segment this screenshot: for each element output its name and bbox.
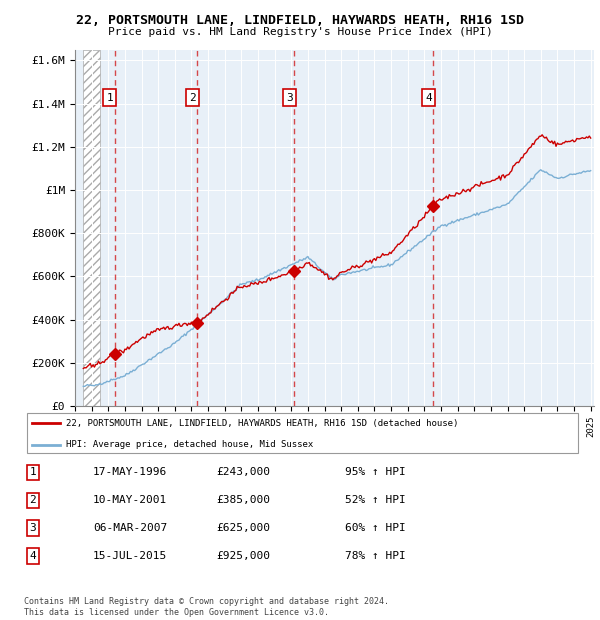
Text: 15-JUL-2015: 15-JUL-2015 (93, 551, 167, 561)
Text: 60% ↑ HPI: 60% ↑ HPI (345, 523, 406, 533)
Text: 06-MAR-2007: 06-MAR-2007 (93, 523, 167, 533)
Text: Price paid vs. HM Land Registry's House Price Index (HPI): Price paid vs. HM Land Registry's House … (107, 27, 493, 37)
Text: 10-MAY-2001: 10-MAY-2001 (93, 495, 167, 505)
Text: 4: 4 (29, 551, 37, 561)
Text: 2: 2 (189, 93, 196, 103)
Text: 17-MAY-1996: 17-MAY-1996 (93, 467, 167, 477)
Text: £925,000: £925,000 (216, 551, 270, 561)
Text: Contains HM Land Registry data © Crown copyright and database right 2024.
This d: Contains HM Land Registry data © Crown c… (24, 598, 389, 617)
Text: 3: 3 (286, 93, 293, 103)
Text: 3: 3 (29, 523, 37, 533)
Text: 95% ↑ HPI: 95% ↑ HPI (345, 467, 406, 477)
FancyBboxPatch shape (27, 414, 578, 453)
Text: 22, PORTSMOUTH LANE, LINDFIELD, HAYWARDS HEATH, RH16 1SD: 22, PORTSMOUTH LANE, LINDFIELD, HAYWARDS… (76, 14, 524, 27)
Text: 78% ↑ HPI: 78% ↑ HPI (345, 551, 406, 561)
Text: HPI: Average price, detached house, Mid Sussex: HPI: Average price, detached house, Mid … (66, 440, 313, 449)
Text: 1: 1 (106, 93, 113, 103)
Text: 52% ↑ HPI: 52% ↑ HPI (345, 495, 406, 505)
Text: £385,000: £385,000 (216, 495, 270, 505)
Text: £243,000: £243,000 (216, 467, 270, 477)
Text: £625,000: £625,000 (216, 523, 270, 533)
Text: 22, PORTSMOUTH LANE, LINDFIELD, HAYWARDS HEATH, RH16 1SD (detached house): 22, PORTSMOUTH LANE, LINDFIELD, HAYWARDS… (66, 418, 458, 428)
Text: 1: 1 (29, 467, 37, 477)
Text: 4: 4 (425, 93, 431, 103)
Bar (83, 50, 100, 406)
Text: 2: 2 (29, 495, 37, 505)
